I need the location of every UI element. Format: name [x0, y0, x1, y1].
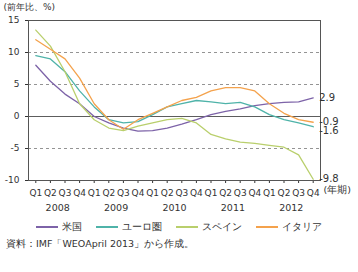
svg-text:2008: 2008 — [46, 202, 70, 213]
svg-text:2011: 2011 — [221, 202, 245, 213]
svg-text:Q4: Q4 — [307, 188, 320, 198]
svg-text:Q1: Q1 — [263, 188, 276, 198]
svg-text:Q3: Q3 — [117, 188, 130, 198]
svg-text:0: 0 — [14, 111, 20, 121]
svg-text:15: 15 — [8, 15, 19, 25]
svg-text:Q2: Q2 — [161, 188, 174, 198]
svg-text:Q1: Q1 — [29, 188, 42, 198]
svg-text:(前年比、%): (前年比、%) — [4, 2, 56, 12]
svg-text:2012: 2012 — [279, 202, 303, 213]
html-text:資料：IMF「WEOApril 2013」から作成。: 資料：IMF「WEOApril 2013」から作成。 — [6, 238, 195, 249]
svg-text:Q4: Q4 — [132, 188, 145, 198]
svg-text:Q3: Q3 — [234, 188, 247, 198]
html-text:米国: 米国 — [62, 221, 82, 232]
svg-text:(年期): (年期) — [324, 184, 351, 195]
html-text:ユーロ圏: ユーロ圏 — [122, 221, 162, 232]
html-text:イタリア: イタリア — [282, 221, 322, 232]
svg-text:-9.8: -9.8 — [319, 173, 339, 185]
svg-text:-1.6: -1.6 — [319, 125, 339, 136]
svg-text:10: 10 — [8, 47, 20, 57]
svg-text:Q4: Q4 — [73, 188, 86, 198]
svg-text:Q4: Q4 — [190, 188, 203, 198]
svg-text:Q4: Q4 — [248, 188, 261, 198]
svg-text:2010: 2010 — [162, 202, 186, 213]
html-text:スペイン: スペイン — [202, 221, 242, 232]
svg-text:Q1: Q1 — [88, 188, 101, 198]
svg-text:2.9: 2.9 — [319, 92, 335, 103]
svg-text:Q1: Q1 — [205, 188, 218, 198]
svg-text:Q1: Q1 — [146, 188, 159, 198]
svg-text:Q2: Q2 — [102, 188, 115, 198]
svg-text:5: 5 — [14, 79, 20, 89]
svg-text:Q2: Q2 — [219, 188, 232, 198]
svg-text:-0.9: -0.9 — [319, 116, 339, 128]
svg-text:Q2: Q2 — [278, 188, 291, 198]
svg-text:2009: 2009 — [104, 202, 128, 213]
svg-text:Q3: Q3 — [59, 188, 72, 198]
svg-text:Q2: Q2 — [44, 188, 57, 198]
svg-text:-10: -10 — [5, 175, 20, 185]
svg-text:-5: -5 — [11, 143, 20, 153]
svg-text:Q3: Q3 — [175, 188, 188, 198]
svg-text:Q3: Q3 — [292, 188, 305, 198]
